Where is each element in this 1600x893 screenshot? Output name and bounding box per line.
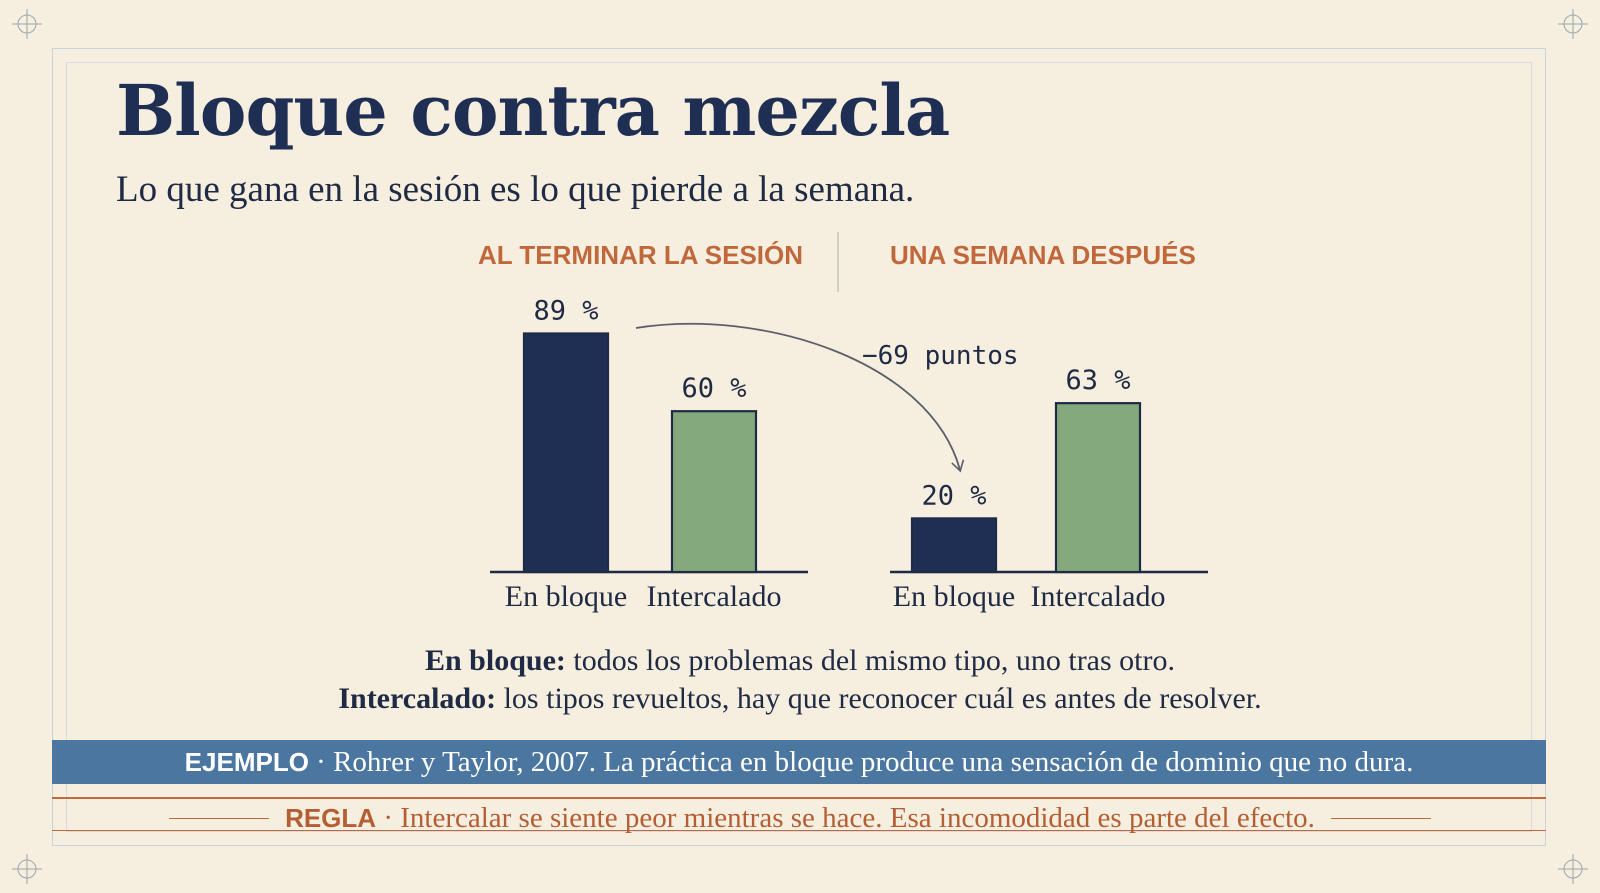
- drop-arrow: [635, 322, 965, 473]
- page-title: Bloque contra mezcla: [116, 69, 950, 152]
- definition-text-interleaved: los tipos revueltos, hay que reconocer c…: [496, 682, 1262, 715]
- panel-title-week: UNA SEMANA DESPUÉS: [890, 240, 1196, 270]
- rule-tag: REGLA: [285, 803, 377, 833]
- example-tag: EJEMPLO: [184, 746, 309, 777]
- rule-text: Intercalar se siente peor mientras se ha…: [400, 802, 1315, 834]
- drop-annotation: −69 puntos: [862, 341, 1019, 371]
- inner-frame: [66, 62, 1532, 832]
- bar-session-interleaved: [670, 410, 758, 574]
- category-label-week-interleaved: Intercalado: [1031, 580, 1166, 613]
- category-label-week-block: En bloque: [893, 580, 1015, 613]
- definition-term-block: En bloque:: [424, 644, 566, 677]
- data-label-week-interleaved: 63 %: [1065, 365, 1130, 396]
- rule-dash-right: [1330, 818, 1431, 819]
- corner-marks: [12, 9, 1588, 884]
- bar-week-block: [910, 517, 998, 574]
- example-text: Rohrer y Taylor, 2007. La práctica en bl…: [333, 745, 1414, 778]
- data-label-session-interleaved: 60 %: [681, 373, 746, 404]
- category-label-session-interleaved: Intercalado: [647, 580, 782, 613]
- definition-term-interleaved: Intercalado:: [338, 682, 497, 715]
- page-subtitle: Lo que gana en la sesión es lo que pierd…: [116, 169, 915, 210]
- rule-line-bottom: [52, 830, 1546, 831]
- rule-line-top: [52, 797, 1546, 799]
- outer-frame: [52, 48, 1546, 846]
- panel-title-session: AL TERMINAR LA SESIÓN: [478, 240, 804, 270]
- rule-separator: ·: [376, 802, 401, 834]
- rule-dash-left: [169, 818, 270, 819]
- bar-week-interleaved: [1054, 402, 1142, 574]
- category-label-session-block: En bloque: [505, 580, 627, 613]
- definition-interleaved: Intercalado: los tipos revueltos, hay qu…: [0, 682, 1600, 716]
- rule-band: REGLA · Intercalar se siente peor mientr…: [0, 802, 1600, 835]
- bar-session-block: [522, 332, 610, 574]
- example-separator: ·: [308, 745, 334, 778]
- data-label-session-block: 89 %: [533, 295, 598, 326]
- data-label-week-block: 20 %: [921, 480, 986, 511]
- definition-block: En bloque: todos los problemas del mismo…: [0, 644, 1600, 678]
- example-band: EJEMPLO · Rohrer y Taylor, 2007. La prác…: [52, 740, 1546, 784]
- definition-text-block: todos los problemas del mismo tipo, uno …: [565, 644, 1176, 677]
